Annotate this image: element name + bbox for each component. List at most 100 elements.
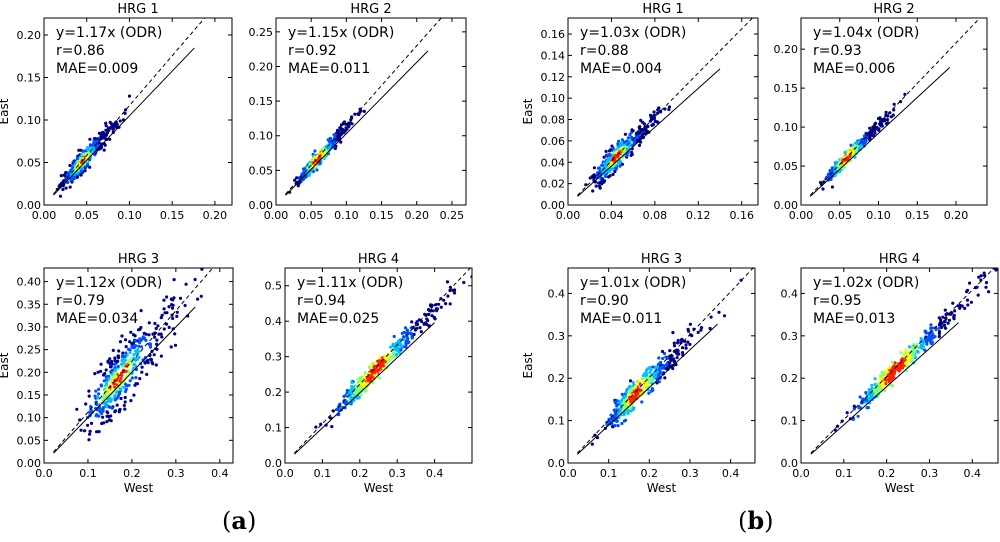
x-tick-label: 0.0 <box>559 467 577 480</box>
x-tick-label: 0.00 <box>789 209 814 222</box>
scatter-point <box>124 369 128 373</box>
x-tick-label: 0.2 <box>878 467 896 480</box>
scatter-point <box>138 377 142 381</box>
scatter-point <box>132 362 136 367</box>
scatter-point <box>75 175 79 179</box>
scatter-point <box>133 334 137 338</box>
scatter-point <box>394 353 398 357</box>
scatter-point <box>626 402 630 406</box>
x-tick-label: 0.1 <box>835 467 853 480</box>
scatter-point <box>104 393 108 398</box>
scatter-point <box>878 377 882 381</box>
scatter-point <box>615 399 619 403</box>
scatter-point <box>655 365 659 369</box>
scatter-point <box>118 407 122 412</box>
scatter-point <box>153 335 157 339</box>
scatter-point <box>135 382 140 386</box>
scatter-point <box>649 389 653 393</box>
scatter-point <box>431 309 435 313</box>
scatter-point <box>314 425 318 429</box>
scatter-point <box>300 172 304 176</box>
annotation-line: MAE=0.034 <box>56 311 138 327</box>
annotation-line: r=0.93 <box>813 43 862 59</box>
odr-line <box>285 18 442 195</box>
scatter-point <box>652 374 656 378</box>
scatter-point <box>117 349 121 353</box>
scatter-point <box>444 302 448 306</box>
scatter-point <box>113 372 117 376</box>
scatter-point <box>104 128 108 132</box>
scatter-point <box>172 278 176 282</box>
y-axis-label: East <box>0 352 11 378</box>
scatter-point <box>953 309 957 313</box>
scatter-point <box>145 372 149 376</box>
scatter-point <box>152 353 156 357</box>
scatter-point <box>122 385 126 389</box>
scatter-point <box>613 169 617 174</box>
scatter-point <box>828 168 832 172</box>
annotation-line: MAE=0.011 <box>580 311 662 327</box>
scatter-point <box>155 342 159 346</box>
scatter-point <box>623 132 628 136</box>
scatter-point <box>149 357 153 361</box>
scatter-point <box>631 380 635 385</box>
fit-line <box>285 50 429 196</box>
scatter-point <box>365 376 369 380</box>
scatter-point <box>615 404 619 408</box>
y-tick-label: 0.00 <box>17 199 42 212</box>
scatter-point <box>631 406 636 410</box>
y-tick-label: 0.0 <box>265 457 283 470</box>
y-tick-label: 0.1 <box>781 415 799 428</box>
scatter-point <box>108 405 112 409</box>
scatter-point <box>404 342 408 346</box>
x-tick-label: 0.05 <box>74 209 99 222</box>
y-tick-label: 0.10 <box>774 121 799 134</box>
scatter-point <box>871 125 875 129</box>
x-tick-label: 0.1 <box>314 467 332 480</box>
scatter-point <box>138 327 142 331</box>
scatter-point <box>879 374 883 378</box>
scatter-point <box>684 346 688 350</box>
y-tick-label: 0.00 <box>17 457 42 470</box>
scatter-point <box>120 362 124 366</box>
scatter-point <box>378 356 382 360</box>
y-tick-label: 0.05 <box>249 164 274 177</box>
scatter-point <box>127 94 132 98</box>
scatter-point <box>644 376 648 380</box>
odr-line <box>810 268 995 454</box>
scatter-point <box>942 324 946 328</box>
plot-area <box>809 18 981 197</box>
scatter-point <box>132 345 137 349</box>
scatter-point <box>362 109 366 113</box>
scatter-point <box>640 400 644 404</box>
y-tick-label: 0.2 <box>265 386 283 399</box>
scatter-point <box>358 387 362 391</box>
scatter-point <box>127 359 131 363</box>
scatter-point <box>676 341 680 345</box>
scatter-point <box>884 369 888 374</box>
panel-b-hrg3: 0.0 0.1 0.2 0.3 0.4 0.0 0.1 0.2 0.3 0.4 HRG 3 y=1.0… <box>521 252 756 495</box>
y-tick-label: 0.25 <box>249 26 274 39</box>
scatter-point <box>940 321 944 326</box>
scatter-point <box>637 143 642 147</box>
scatter-point <box>143 356 147 360</box>
scatter-point <box>613 166 618 170</box>
scatter-point <box>61 184 65 188</box>
scatter-point <box>883 377 887 382</box>
x-axis-label: West <box>885 481 915 495</box>
scatter-point <box>136 348 140 352</box>
scatter-point <box>87 438 91 442</box>
scatter-point <box>937 316 941 320</box>
scatter-point <box>350 387 354 391</box>
scatter-point <box>377 368 381 372</box>
scatter-point <box>83 429 87 433</box>
y-tick-label: 0.15 <box>249 95 274 108</box>
scatter-point <box>884 113 888 117</box>
scatter-point <box>156 324 160 328</box>
scatter-point <box>868 395 873 399</box>
panel-a-hrg4: 0.0 0.1 0.2 0.3 0.4 0.0 0.1 0.2 0.3 0.4 0.5 HRG 4 y=… <box>265 252 473 495</box>
x-tick-label: 0.0 <box>276 467 294 480</box>
x-tick-label: 0.3 <box>388 467 406 480</box>
scatter-point <box>123 407 127 411</box>
scatter-point <box>851 146 856 150</box>
